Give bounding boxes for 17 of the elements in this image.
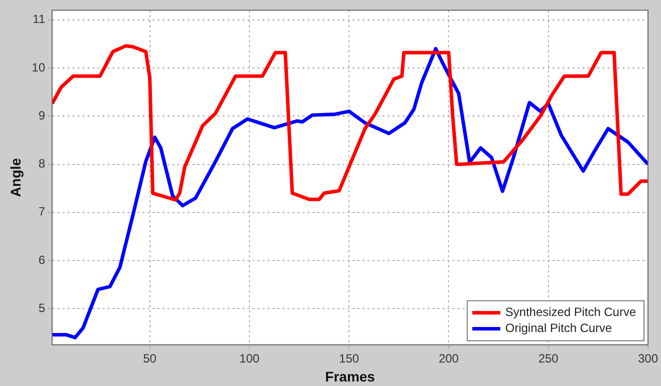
y-axis-title: Angle [7, 158, 24, 197]
x-tick-label: 50 [143, 351, 157, 366]
x-axis-title: Frames [325, 368, 376, 384]
x-tick-label: 300 [638, 351, 658, 366]
x-tick-label: 150 [339, 351, 360, 366]
y-tick-label: 8 [38, 156, 46, 171]
y-tick-label: 7 [38, 204, 46, 219]
x-tick-label: 200 [438, 351, 460, 366]
y-tick-label: 11 [32, 12, 46, 26]
x-tick-label: 100 [239, 351, 260, 366]
x-tick-label: 250 [538, 351, 559, 366]
legend-label: Original Pitch Curve [505, 321, 612, 336]
y-tick-label: 5 [38, 301, 46, 316]
legend-label: Synthesized Pitch Curve [505, 305, 636, 320]
y-tick-label: 6 [38, 252, 46, 267]
y-tick-label: 9 [38, 108, 46, 122]
y-tick-label: 10 [32, 60, 46, 74]
